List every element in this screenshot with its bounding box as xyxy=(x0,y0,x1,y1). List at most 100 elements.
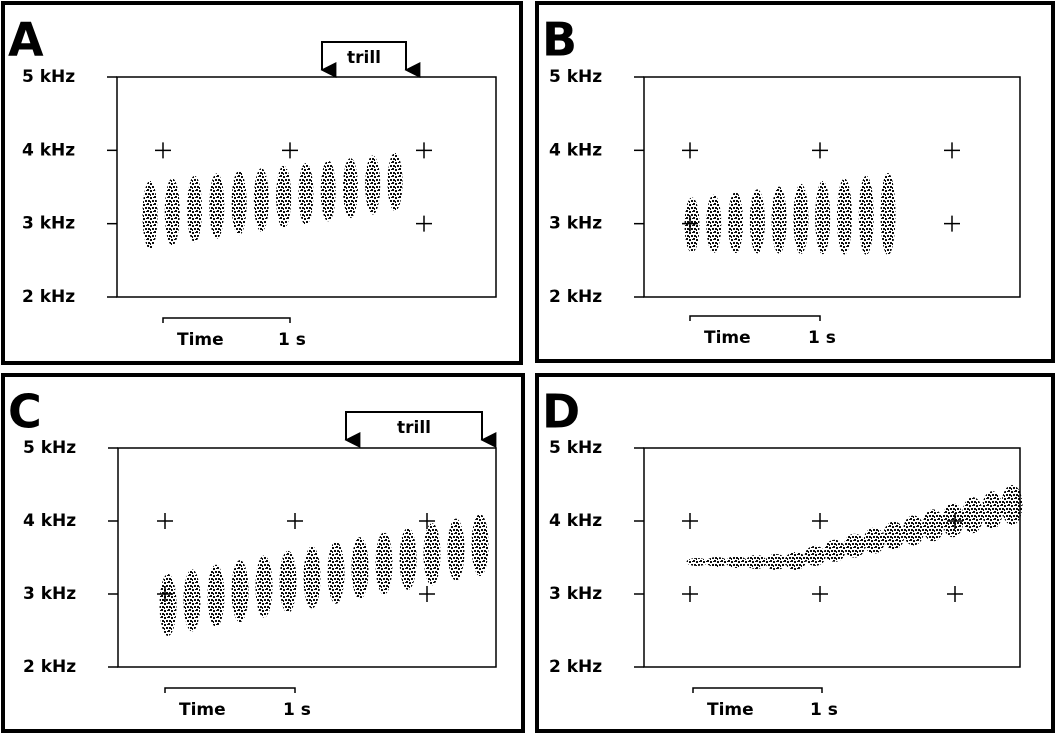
syllable xyxy=(684,197,700,253)
syllable xyxy=(706,557,728,567)
syllable xyxy=(387,153,403,211)
time-label: Time xyxy=(179,700,226,720)
syllable xyxy=(276,165,292,229)
y-tick-label: 5 kHz xyxy=(549,438,602,458)
scale-label: 1 s xyxy=(283,700,311,720)
syllable xyxy=(279,550,297,613)
panel-border xyxy=(1,1,523,365)
scale-label: 1 s xyxy=(810,700,838,720)
grid-cross xyxy=(682,142,698,159)
syllable xyxy=(815,181,831,255)
grid-cross xyxy=(944,142,960,159)
syllable xyxy=(365,155,381,215)
trill-label: trill xyxy=(397,418,431,438)
syllable xyxy=(255,555,273,618)
grid-cross xyxy=(416,142,432,159)
syllable xyxy=(793,183,809,254)
syllable xyxy=(706,194,722,253)
grid-cross xyxy=(682,215,698,232)
panel-letter: B xyxy=(542,13,577,67)
syllable xyxy=(187,175,203,243)
syllable xyxy=(784,551,806,570)
syllable xyxy=(209,173,225,239)
time-label: Time xyxy=(704,328,751,348)
syllable xyxy=(749,189,765,254)
y-tick-label: 4 kHz xyxy=(22,140,75,160)
syllable xyxy=(159,574,177,636)
syllable xyxy=(471,514,489,576)
grid-cross xyxy=(947,513,963,529)
syllable xyxy=(903,515,925,546)
grid-cross xyxy=(947,586,963,602)
syllable xyxy=(725,556,747,568)
time-label: Time xyxy=(707,700,754,720)
grid-cross xyxy=(157,513,173,529)
scale-label: 1 s xyxy=(278,330,306,350)
time-scale-bar xyxy=(164,687,296,693)
trill-label: trill xyxy=(347,48,381,68)
panel-letter: D xyxy=(542,385,580,439)
syllable xyxy=(231,560,249,623)
syllable xyxy=(183,569,201,632)
syllable xyxy=(253,168,269,232)
grid-cross xyxy=(419,586,435,602)
syllable xyxy=(771,186,787,254)
y-tick-label: 2 kHz xyxy=(549,657,602,677)
syllable xyxy=(303,546,321,609)
grid-cross xyxy=(812,586,828,602)
syllable xyxy=(844,533,865,558)
syllable xyxy=(962,497,984,534)
y-tick-label: 2 kHz xyxy=(23,657,76,677)
grid-cross xyxy=(812,513,828,529)
syllable xyxy=(728,192,744,254)
panel-letter: A xyxy=(8,13,44,67)
panel: A5 kHz 4 kHz 3 kHz 2 kHz Time 1 s trill xyxy=(1,1,523,365)
syllable xyxy=(745,555,767,569)
syllable xyxy=(880,173,896,255)
syllable xyxy=(858,175,874,255)
time-scale-bar xyxy=(162,317,291,323)
syllable xyxy=(320,160,336,222)
plot-frame xyxy=(116,76,497,298)
grid-cross xyxy=(682,586,698,602)
grid-cross xyxy=(155,142,171,159)
panel: C5 kHz 4 kHz 3 kHz 2 kHz Time 1 s trill xyxy=(1,373,525,733)
time-label: Time xyxy=(177,330,224,350)
panel-border xyxy=(535,1,1055,363)
grid-cross xyxy=(416,215,432,232)
y-tick-label: 2 kHz xyxy=(22,287,75,307)
syllable xyxy=(447,518,465,581)
grid-cross xyxy=(282,142,298,159)
syllable xyxy=(142,181,158,249)
syllable xyxy=(342,158,358,218)
y-tick-label: 3 kHz xyxy=(22,214,75,234)
y-tick-label: 3 kHz xyxy=(549,584,602,604)
syllable xyxy=(804,545,826,566)
panel-border xyxy=(1,373,525,733)
y-tick-label: 4 kHz xyxy=(549,140,602,160)
grid-cross xyxy=(157,586,173,602)
grid-cross xyxy=(419,513,435,529)
grid-cross xyxy=(812,142,828,159)
syllable xyxy=(1001,485,1023,525)
syllable xyxy=(863,527,885,554)
time-scale-bar xyxy=(689,315,821,321)
panel: B5 kHz 4 kHz 3 kHz 2 kHz Time 1 s xyxy=(535,1,1055,363)
y-tick-label: 5 kHz xyxy=(549,67,602,87)
trill-bracket xyxy=(344,411,497,448)
syllable xyxy=(351,537,369,600)
syllable xyxy=(423,523,441,586)
plot-frame xyxy=(643,76,1021,298)
trill-bracket xyxy=(320,41,421,78)
y-tick-label: 5 kHz xyxy=(23,438,76,458)
syllable xyxy=(298,163,314,225)
time-scale-bar xyxy=(692,687,823,693)
y-tick-label: 2 kHz xyxy=(549,287,602,307)
panel-border xyxy=(535,373,1055,733)
y-tick-label: 4 kHz xyxy=(549,511,602,531)
panel-letter: C xyxy=(8,385,42,439)
syllable xyxy=(231,170,247,236)
grid-cross xyxy=(944,215,960,232)
grid-cross xyxy=(287,513,303,529)
